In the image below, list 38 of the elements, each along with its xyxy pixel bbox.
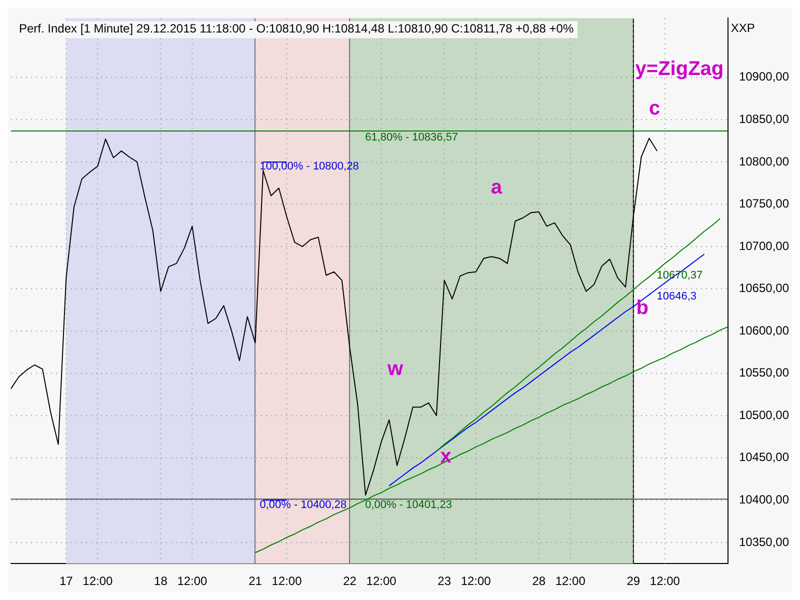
y-tick-label: 10800,00 (738, 154, 790, 168)
y-tick-label: 10550,00 (738, 366, 790, 380)
y-tick-label: 10600,00 (738, 323, 790, 338)
x-tick-label: 12:00 (82, 574, 114, 588)
x-tick-label: 21 (248, 574, 262, 588)
y-tick-label: 10750,00 (738, 196, 790, 211)
annotation: c (648, 98, 660, 120)
y-tick-label: 10700,00 (738, 238, 790, 253)
x-tick-label: 12:00 (555, 574, 586, 588)
y-tick-label: 10850,00 (738, 112, 790, 126)
x-tick-label: 12:00 (177, 574, 208, 588)
y-tick-label: 10900,00 (738, 70, 790, 84)
x-tick-label: 12:00 (272, 574, 302, 588)
x-tick-label: 18 (154, 574, 168, 588)
chart-title: Perf. Index [1 Minute] 29.12.2015 11:18:00 - O:10810,90 H:10814,48 L:10810,90 C:10811,78 +0,88 +0% (19, 22, 574, 36)
y-tick-label: 10650,00 (738, 281, 790, 296)
x-tick-label: 12:00 (366, 574, 397, 588)
annotation: w (386, 358, 404, 380)
x-tick-label: 28 (532, 574, 546, 588)
annotation: y=ZigZag (635, 58, 724, 80)
x-tick-label: 23 (438, 574, 452, 588)
annotation: 61,80% - 10836,57 (365, 132, 458, 144)
y-tick-label: 10500,00 (738, 408, 790, 422)
text: XXP (730, 21, 755, 36)
y-tick-label: 10350,00 (738, 534, 790, 549)
annotation: 100,00% - 10800,28 (260, 160, 359, 173)
x-tick-label: 29 (626, 574, 640, 588)
x-tick-label: 22 (343, 574, 357, 588)
annotation: a (490, 176, 503, 199)
x-tick-label: 12:00 (460, 574, 492, 588)
y-tick-label: 10400,00 (738, 492, 790, 506)
x-tick-label: 17 (59, 574, 74, 588)
annotation: 10646,3 (656, 290, 697, 302)
annotation: 0,00% - 10400,28 (260, 499, 347, 512)
y-tick-label: 10450,00 (738, 450, 790, 464)
annotation: 0,00% - 10401,23 (365, 499, 452, 512)
annotation: b (636, 296, 648, 319)
x-tick-label: 12:00 (650, 574, 680, 588)
